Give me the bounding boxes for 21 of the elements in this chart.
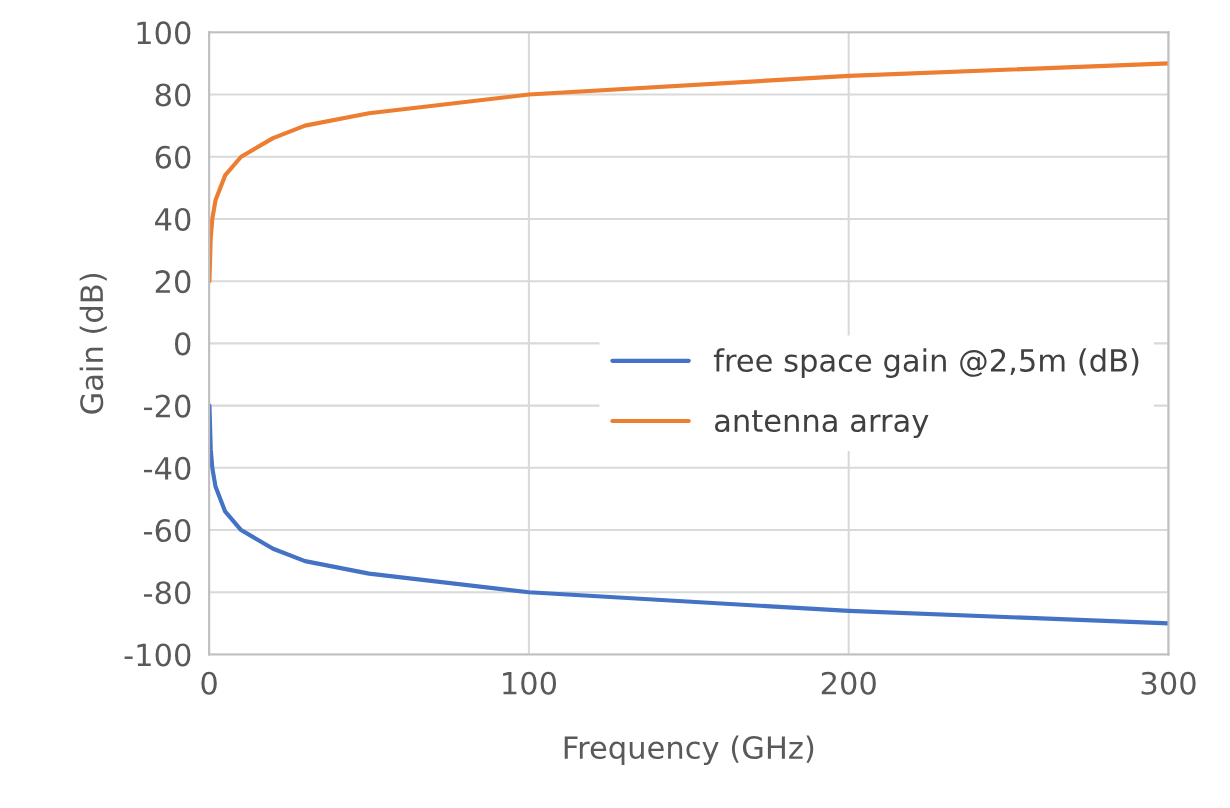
y-tick-label: -60 [144, 518, 191, 543]
y-tick-label: 0 [175, 332, 191, 356]
y-tick-label: -80 [144, 581, 191, 605]
y-tick-label: -40 [144, 456, 191, 480]
y-tick-label: 80 [155, 83, 191, 107]
x-tick-label: 100 [503, 671, 557, 695]
y-tick-label: 100 [137, 21, 191, 45]
y-tick-label: 60 [155, 145, 191, 169]
x-tick-label: 0 [201, 671, 217, 695]
line-series [209, 403, 1169, 626]
line-series [209, 61, 1169, 284]
x-tick-label: 300 [1141, 671, 1196, 695]
y-axis-title: Gain (dB) [79, 273, 107, 414]
y-tick-label: -100 [124, 643, 191, 667]
y-tick-label: 40 [155, 207, 191, 232]
y-tick-label: -20 [144, 394, 191, 418]
x-tick-label: 200 [821, 671, 876, 695]
legend-label: free space gain @2,5m (dB) [713, 348, 1139, 378]
legend-label: antenna array [715, 410, 929, 439]
x-axis-title: Frequency (GHz) [564, 735, 814, 766]
y-tick-label: 20 [155, 270, 191, 294]
